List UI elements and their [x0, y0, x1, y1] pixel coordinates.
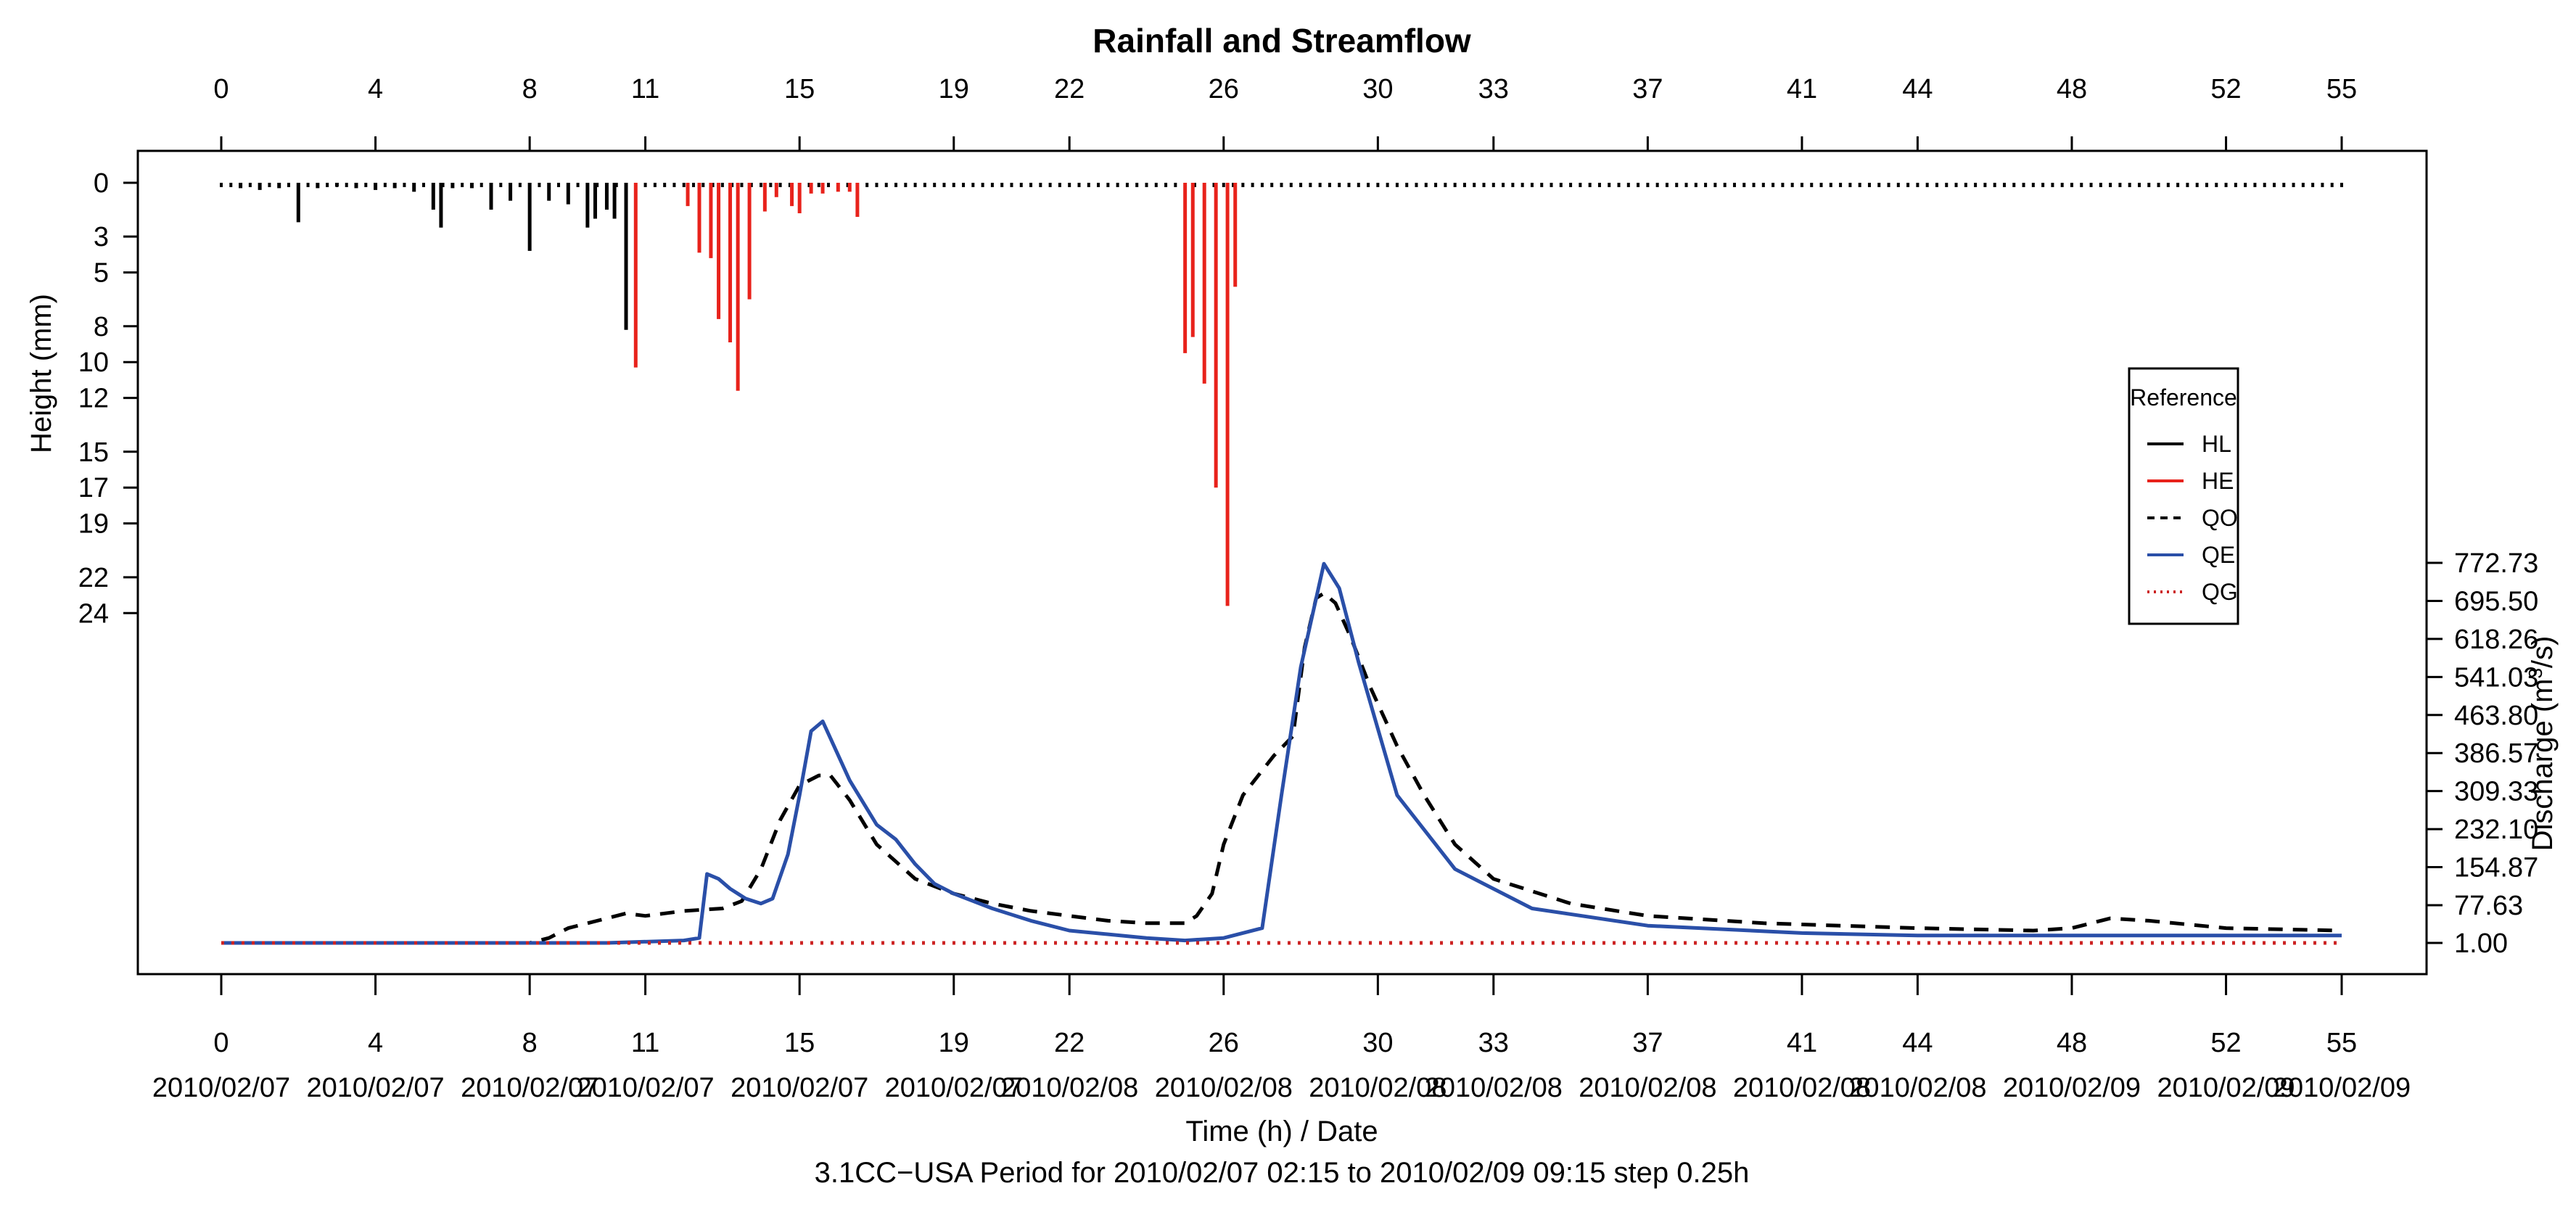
bottom-x-tick-label: 4 [368, 1028, 383, 1058]
date-label: 2010/02/07 [461, 1073, 598, 1103]
discharge-tick-label: 541.03 [2454, 662, 2538, 693]
series-qo [221, 591, 2342, 945]
date-label: 2010/02/07 [731, 1073, 868, 1103]
top-x-tick-label: 52 [2210, 74, 2241, 104]
discharge-tick-label: 386.57 [2454, 738, 2538, 769]
hydrograph-lines [221, 561, 2342, 945]
date-label: 2010/02/08 [1425, 1073, 1563, 1103]
height-tick-label: 12 [78, 384, 109, 414]
bottom-x-tick-label: 11 [631, 1028, 659, 1058]
bottom-x-tick-label: 19 [939, 1028, 969, 1058]
date-label: 2010/02/07 [152, 1073, 290, 1103]
top-x-tick-label: 19 [939, 74, 969, 104]
top-x-tick-label: 55 [2326, 74, 2357, 104]
top-x-tick-label: 44 [1902, 74, 1933, 104]
discharge-tick-label: 154.87 [2454, 853, 2538, 883]
legend: Reference HL HE QO QE QG [2128, 367, 2239, 625]
bottom-x-tick-label: 37 [1632, 1028, 1663, 1058]
chart-title: Rainfall and Streamflow [1092, 22, 1471, 59]
top-x-tick-label: 48 [2057, 74, 2087, 104]
date-label: 2010/02/08 [1848, 1073, 1986, 1103]
top-x-tick-label: 26 [1209, 74, 1239, 104]
date-label: 2010/02/08 [1309, 1073, 1447, 1103]
date-label: 2010/02/07 [306, 1073, 444, 1103]
date-label: 2010/02/07 [885, 1073, 1023, 1103]
legend-title: Reference [2130, 384, 2237, 411]
discharge-tick-label: 618.26 [2454, 625, 2538, 655]
top-x-tick-label: 37 [1632, 74, 1663, 104]
top-x-tick-label: 30 [1362, 74, 1393, 104]
hyetograph-bars [220, 183, 2343, 606]
top-x-tick-label: 41 [1787, 74, 1817, 104]
y-axis-title-right-sup: 3 [2524, 668, 2546, 678]
height-tick-label: 15 [78, 437, 109, 468]
bottom-x-tick-label: 0 [213, 1028, 229, 1058]
height-tick-label: 8 [94, 312, 109, 342]
height-tick-label: 3 [94, 222, 109, 252]
y-axis-title-left: Height (mm) [25, 294, 57, 453]
height-tick-label: 10 [78, 347, 109, 378]
top-x-tick-label: 8 [522, 74, 538, 104]
bottom-x-tick-label: 55 [2326, 1028, 2357, 1058]
legend-label-qe: QE [2202, 542, 2235, 568]
discharge-tick-label: 772.73 [2454, 548, 2538, 579]
height-tick-label: 19 [78, 509, 109, 540]
height-tick-label: 5 [94, 258, 109, 289]
height-tick-label: 0 [94, 168, 109, 199]
bottom-x-tick-label: 48 [2057, 1028, 2087, 1058]
bottom-x-tick-label: 52 [2210, 1028, 2241, 1058]
legend-box [2128, 367, 2239, 625]
date-label: 2010/02/07 [577, 1073, 715, 1103]
plot-frame [136, 149, 2428, 976]
date-label: 2010/02/08 [1733, 1073, 1871, 1103]
discharge-tick-label: 695.50 [2454, 586, 2538, 617]
top-x-tick-label: 4 [368, 74, 383, 104]
legend-label-qg: QG [2202, 579, 2238, 605]
discharge-tick-label: 77.63 [2454, 891, 2523, 921]
y-axis-title-right-tail: /s) [2527, 636, 2559, 668]
top-x-tick-label: 33 [1478, 74, 1509, 104]
series-qe [221, 561, 2342, 945]
x-axis-title: Time (h) / Date [1185, 1116, 1378, 1147]
legend-label-qo: QO [2202, 505, 2238, 531]
bottom-x-tick-label: 41 [1787, 1028, 1817, 1058]
top-x-tick-label: 15 [784, 74, 815, 104]
date-label: 2010/02/09 [2273, 1073, 2411, 1103]
height-tick-label: 24 [78, 598, 109, 629]
date-label: 2010/02/08 [1579, 1073, 1716, 1103]
date-label: 2010/02/08 [1155, 1073, 1293, 1103]
top-x-tick-label: 0 [213, 74, 229, 104]
discharge-tick-label: 232.10 [2454, 815, 2538, 845]
top-x-tick-label: 22 [1054, 74, 1085, 104]
discharge-tick-label: 1.00 [2454, 928, 2508, 959]
y-axis-title-right: Discharge (m3/s) [2524, 636, 2559, 852]
bottom-x-tick-label: 26 [1209, 1028, 1239, 1058]
bottom-x-tick-label: 44 [1902, 1028, 1933, 1058]
bottom-x-tick-label: 15 [784, 1028, 815, 1058]
bottom-x-tick-label: 33 [1478, 1028, 1509, 1058]
date-label: 2010/02/08 [1000, 1073, 1138, 1103]
top-x-tick-label: 11 [631, 74, 659, 104]
chart-subtitle: 3.1CC−USA Period for 2010/02/07 02:15 to… [815, 1157, 1750, 1189]
bottom-x-tick-label: 22 [1054, 1028, 1085, 1058]
discharge-tick-label: 463.80 [2454, 701, 2538, 731]
height-tick-label: 17 [78, 473, 109, 503]
legend-label-hl: HL [2202, 431, 2231, 457]
y-axis-title-right-main: Discharge (m [2527, 679, 2559, 852]
discharge-tick-label: 309.33 [2454, 777, 2538, 807]
height-tick-label: 22 [78, 563, 109, 593]
bottom-x-tick-label: 8 [522, 1028, 538, 1058]
bottom-x-tick-label: 30 [1362, 1028, 1393, 1058]
date-label: 2010/02/09 [2157, 1073, 2295, 1103]
date-label: 2010/02/09 [2003, 1073, 2141, 1103]
legend-label-he: HE [2202, 468, 2234, 494]
axes: 002010/02/07442010/02/07882010/02/071111… [78, 74, 2539, 1103]
